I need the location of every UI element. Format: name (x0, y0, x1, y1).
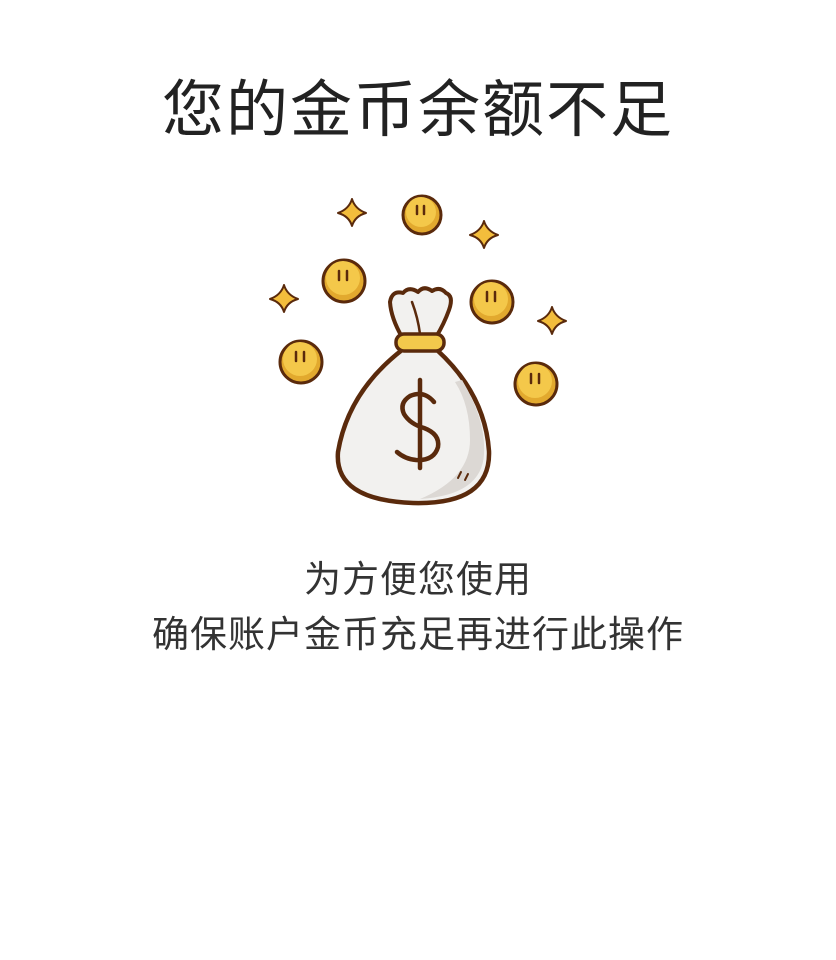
coin-icon (278, 339, 324, 385)
sparkle-icon (269, 284, 299, 313)
sparkle-icon (469, 220, 499, 249)
message-text: 为方便您使用 确保账户金币充足再进行此操作 (0, 552, 836, 662)
message-line-1: 为方便您使用 (304, 558, 532, 601)
coin-icon (401, 194, 443, 236)
money-bag-icon (335, 286, 492, 506)
coin-icon (513, 361, 559, 407)
message-line-2: 确保账户金币充足再进行此操作 (152, 613, 684, 656)
sparkle-icon (537, 306, 567, 335)
coin-icon (469, 279, 515, 325)
coin-icon (321, 258, 367, 304)
page-title: 您的金币余额不足 (161, 73, 674, 146)
sparkle-icon (337, 198, 367, 227)
money-bag-with-coins-icon (269, 194, 567, 506)
